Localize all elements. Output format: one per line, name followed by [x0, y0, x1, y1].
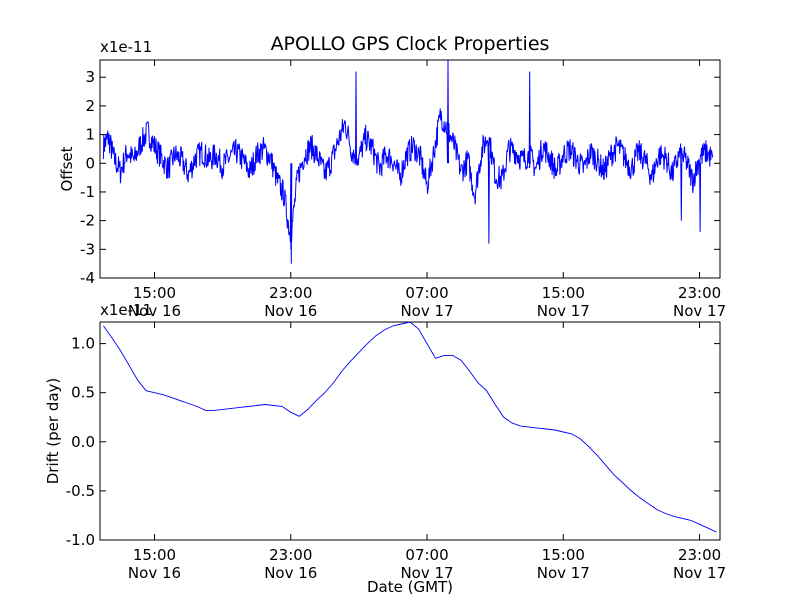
drift-y-tick-label: -0.5: [66, 482, 95, 500]
offset-scale-label: x1e-11: [100, 38, 152, 56]
offset-x-tick-label-date: Nov 17: [673, 302, 726, 320]
x-axis-label: Date (GMT): [367, 578, 453, 596]
offset-y-tick-label: 1: [85, 126, 95, 144]
offset-y-tick-label: 0: [85, 154, 95, 172]
drift-plot-frame: [99, 321, 721, 541]
offset-y-tick-label: 2: [85, 97, 95, 115]
drift-y-label: Drift (per day): [44, 378, 62, 485]
offset-x-tick-label-time: 15:00: [133, 284, 176, 302]
drift-x-tick-label-time: 23:00: [678, 546, 721, 564]
offset-y-tick-label: -2: [80, 212, 95, 230]
drift-series-group: [103, 322, 717, 533]
offset-y-tick-label: -4: [80, 269, 95, 287]
drift-y-tick-label: 0.5: [71, 384, 95, 402]
drift-x-tick-label-date: Nov 17: [537, 564, 590, 582]
offset-series-line: [102, 60, 714, 264]
offset-x-tick-label-time: 07:00: [405, 284, 448, 302]
drift-scale-label: x1e-11: [100, 301, 152, 319]
offset-y-tick-label: -1: [80, 183, 95, 201]
offset-x-tick-label-time: 23:00: [678, 284, 721, 302]
drift-x-tick-label-date: Nov 17: [673, 564, 726, 582]
drift-x-tick-label-date: Nov 16: [264, 564, 317, 582]
drift-y-tick-label: 0.0: [71, 433, 95, 451]
offset-y-label: Offset: [58, 146, 76, 191]
drift-y-ticks: -1.0 -0.5 0.0 0.5 1.0: [66, 335, 720, 549]
offset-y-ticks: -4 -3 -2 -1 0 1 2 3: [80, 68, 720, 287]
drift-x-tick-label-date: Nov 16: [128, 564, 181, 582]
drift-y-tick-label: 1.0: [71, 335, 95, 353]
offset-y-tick-label: 3: [85, 68, 95, 86]
drift-x-tick-label-time: 07:00: [405, 546, 448, 564]
drift-x-tick-label-time: 15:00: [542, 546, 585, 564]
offset-plot-frame: [99, 59, 721, 279]
offset-x-tick-label-date: Nov 16: [264, 302, 317, 320]
offset-x-tick-label-time: 15:00: [542, 284, 585, 302]
drift-x-tick-label-date: Nov 17: [400, 564, 453, 582]
offset-x-tick-label-date: Nov 16: [128, 302, 181, 320]
offset-series-group: [102, 60, 714, 264]
drift-x-tick-label-time: 15:00: [133, 546, 176, 564]
drift-series-line: [103, 322, 717, 533]
offset-x-tick-label-time: 23:00: [269, 284, 312, 302]
offset-x-tick-label-date: Nov 17: [400, 302, 453, 320]
drift-y-tick-label: -1.0: [66, 531, 95, 549]
offset-y-tick-label: -3: [80, 240, 95, 258]
drift-x-tick-label-time: 23:00: [269, 546, 312, 564]
offset-x-tick-label-date: Nov 17: [537, 302, 590, 320]
figure-title: APOLLO GPS Clock Properties: [271, 33, 550, 55]
